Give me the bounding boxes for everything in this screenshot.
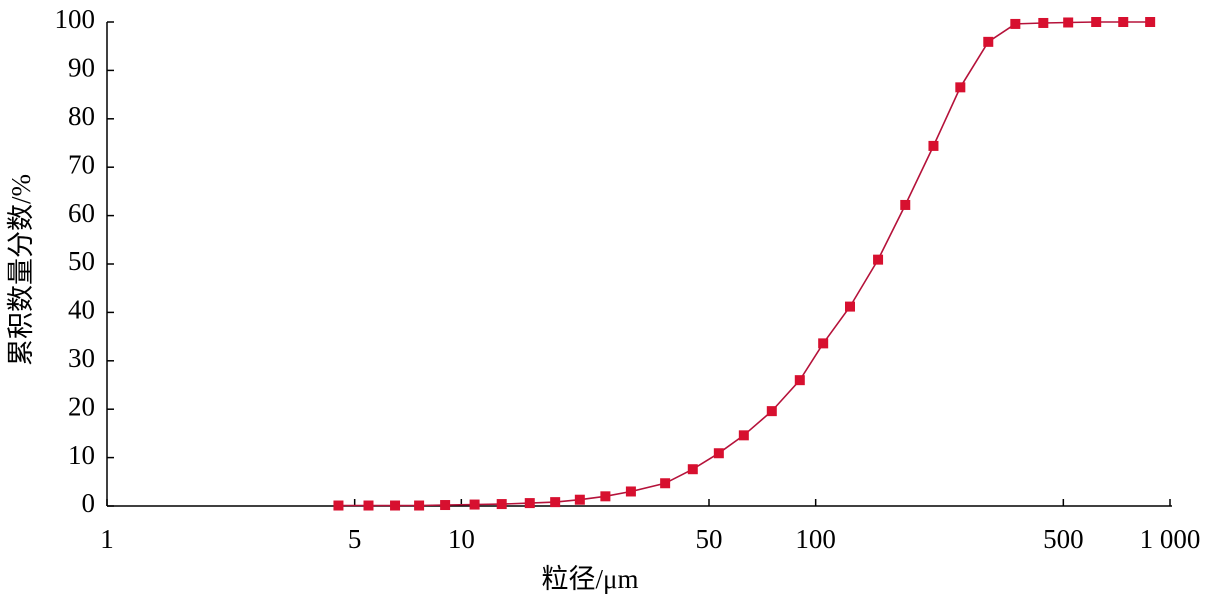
x-tick-label: 1 000 [1140,524,1201,554]
x-tick-label: 1 [100,524,114,554]
marker [1038,17,1049,28]
x-tick-label: 500 [1043,524,1084,554]
y-tick-label: 0 [82,488,96,518]
marker [818,338,829,349]
y-tick-label: 80 [68,101,95,131]
y-tick-label: 20 [68,391,95,421]
marker [713,448,724,459]
marker [873,254,884,265]
y-tick-label: 50 [68,246,95,276]
y-tick-label: 100 [55,4,96,34]
marker [550,497,561,508]
y-tick-label: 10 [68,440,95,470]
marker [333,500,344,511]
x-tick-label: 100 [795,524,836,554]
marker [1091,17,1102,27]
y-tick-label: 90 [68,53,95,83]
x-tick-label: 50 [696,524,723,554]
marker [440,500,451,511]
marker [469,499,480,510]
marker [1063,17,1074,28]
marker [845,301,856,312]
marker [928,140,939,151]
marker [766,406,777,417]
marker [1010,18,1021,29]
marker [660,478,671,489]
marker [363,500,374,511]
x-tick-label: 10 [448,524,475,554]
marker [983,36,994,47]
marker [496,499,507,510]
marker [687,464,698,475]
marker [738,430,749,441]
y-tick-label: 30 [68,343,95,373]
y-tick-label: 60 [68,198,95,228]
marker [625,486,636,497]
marker [1118,17,1129,27]
marker [390,500,401,511]
y-tick-label: 40 [68,295,95,325]
marker [794,375,805,386]
marker [414,500,425,511]
marker [1145,17,1156,27]
y-tick-label: 70 [68,149,95,179]
y-axis-label: 累积数量分数/% [6,174,36,366]
marker [574,494,585,505]
marker [955,82,966,93]
marker [900,199,911,210]
marker [600,491,611,502]
x-tick-label: 5 [348,524,362,554]
marker [524,498,535,509]
x-axis-label: 粒径/μm [542,564,639,594]
